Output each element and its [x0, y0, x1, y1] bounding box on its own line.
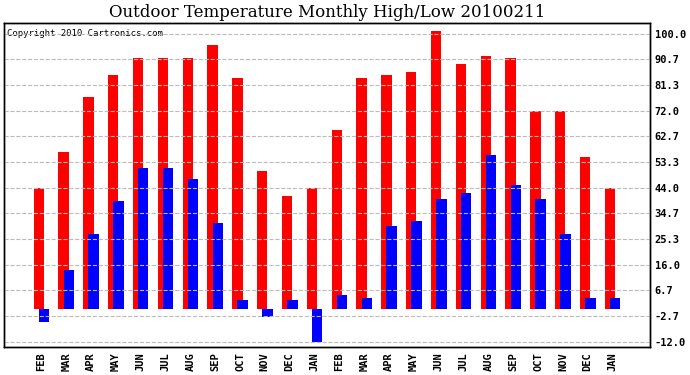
Bar — [431, 31, 442, 309]
Bar — [83, 97, 94, 309]
Bar — [257, 171, 268, 309]
Bar — [133, 58, 144, 309]
Bar — [331, 130, 342, 309]
Bar — [287, 300, 297, 309]
Bar — [88, 234, 99, 309]
Bar — [580, 158, 591, 309]
Bar — [59, 152, 69, 309]
Bar — [188, 180, 198, 309]
Bar — [604, 188, 615, 309]
Bar — [163, 168, 173, 309]
Bar — [282, 196, 293, 309]
Bar — [560, 234, 571, 309]
Bar — [480, 56, 491, 309]
Bar — [411, 221, 422, 309]
Bar — [183, 58, 193, 309]
Bar — [455, 64, 466, 309]
Bar — [233, 78, 243, 309]
Bar — [362, 298, 372, 309]
Bar — [436, 199, 446, 309]
Bar — [461, 193, 471, 309]
Bar — [505, 58, 516, 309]
Bar — [34, 188, 44, 309]
Bar — [108, 75, 119, 309]
Bar — [63, 270, 74, 309]
Bar — [356, 78, 367, 309]
Bar — [113, 201, 124, 309]
Bar — [511, 185, 521, 309]
Bar — [406, 72, 417, 309]
Bar — [306, 188, 317, 309]
Bar — [39, 309, 49, 322]
Bar — [530, 111, 541, 309]
Bar — [158, 58, 168, 309]
Bar — [312, 309, 322, 342]
Title: Outdoor Temperature Monthly High/Low 20100211: Outdoor Temperature Monthly High/Low 201… — [109, 4, 545, 21]
Bar — [386, 226, 397, 309]
Bar — [610, 298, 620, 309]
Bar — [208, 45, 218, 309]
Bar — [535, 199, 546, 309]
Bar — [138, 168, 148, 309]
Bar — [337, 295, 347, 309]
Bar — [585, 298, 595, 309]
Bar — [486, 155, 496, 309]
Bar — [262, 309, 273, 317]
Text: Copyright 2010 Cartronics.com: Copyright 2010 Cartronics.com — [8, 29, 164, 38]
Bar — [381, 75, 392, 309]
Bar — [213, 224, 223, 309]
Bar — [237, 300, 248, 309]
Bar — [555, 111, 566, 309]
